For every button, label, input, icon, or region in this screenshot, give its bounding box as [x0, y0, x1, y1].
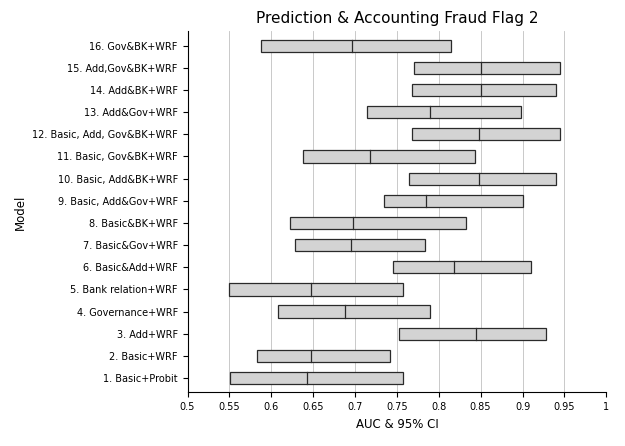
Bar — [278, 306, 431, 318]
Bar — [257, 350, 390, 362]
Bar — [303, 150, 475, 162]
Bar — [399, 328, 546, 340]
Title: Prediction & Accounting Fraud Flag 2: Prediction & Accounting Fraud Flag 2 — [256, 11, 538, 26]
Bar — [230, 372, 402, 384]
Bar — [367, 106, 521, 118]
Bar — [289, 217, 466, 229]
Bar — [295, 239, 424, 251]
X-axis label: AUC & 95% CI: AUC & 95% CI — [356, 418, 438, 431]
Bar — [412, 84, 556, 96]
Bar — [229, 283, 402, 296]
Bar — [409, 173, 556, 185]
Bar — [392, 261, 531, 273]
Bar — [384, 194, 522, 207]
Bar — [261, 40, 451, 52]
Bar — [412, 128, 560, 140]
Y-axis label: Model: Model — [14, 194, 26, 230]
Bar — [414, 62, 560, 74]
